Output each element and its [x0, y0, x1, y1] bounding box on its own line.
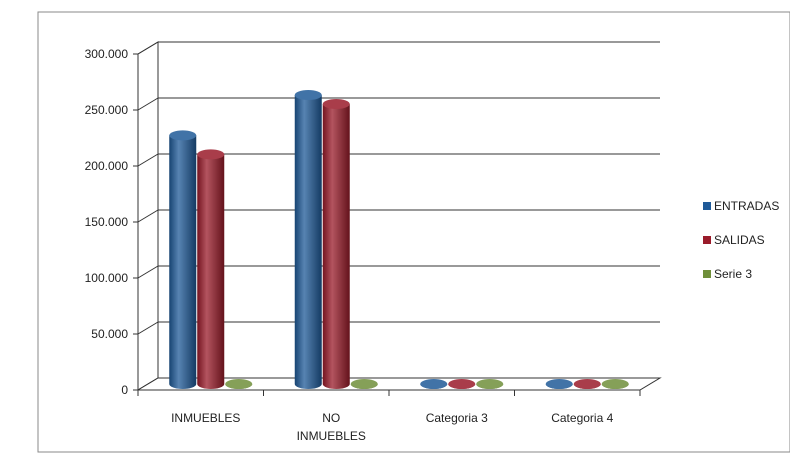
bar-top — [169, 130, 197, 141]
y-tick-label: 300.000 — [85, 47, 129, 61]
gridline-side — [137, 265, 159, 279]
bar-serie-3 — [476, 379, 504, 389]
bar-entradas — [545, 379, 573, 389]
x-tick-label: Categoria 3 — [426, 411, 488, 425]
y-tick-label: 200.000 — [85, 159, 129, 173]
y-tick-label: 150.000 — [85, 215, 129, 229]
bar-top — [322, 99, 350, 109]
bar-top — [294, 90, 322, 101]
y-axis: 0 50.000 100.000 150.000 200.000 250.000 300.0… — [85, 47, 139, 397]
bars — [169, 90, 629, 389]
legend-swatch — [703, 236, 711, 244]
bar-serie-3 — [601, 379, 629, 389]
bar-serie-3 — [225, 379, 253, 389]
legend-item: ENTRADAS — [703, 199, 779, 213]
bar-top — [601, 379, 629, 389]
bar-top — [573, 379, 601, 389]
bar-body — [169, 135, 197, 389]
legend-label: Serie 3 — [714, 267, 752, 281]
legend-item: Serie 3 — [703, 267, 752, 281]
x-axis: INMUEBLES NO INMUEBLES Categoria 3 Categoria… — [137, 389, 641, 443]
y-tick-label: 250.000 — [85, 103, 129, 117]
legend-swatch — [703, 202, 711, 210]
bar-top — [545, 379, 573, 389]
legend-label: ENTRADAS — [714, 199, 779, 213]
bar-top — [476, 379, 504, 389]
bar-body — [197, 154, 225, 389]
bar-serie-3 — [350, 379, 378, 389]
bar-top — [197, 149, 225, 160]
gridline-side — [137, 41, 159, 55]
gridline-side — [137, 97, 159, 111]
x-tick-label: NO INMUEBLES — [297, 411, 366, 443]
bar-salidas — [197, 149, 225, 389]
gridline-side — [137, 321, 159, 335]
bar-body — [322, 104, 350, 389]
bar-entradas — [420, 379, 448, 389]
bar-body — [294, 95, 322, 389]
bar-salidas — [322, 99, 350, 389]
legend: ENTRADAS SALIDAS Serie 3 — [703, 199, 779, 281]
x-tick-label: Categoria 4 — [551, 411, 613, 425]
bar-entradas — [294, 90, 322, 389]
bar-salidas — [573, 379, 601, 389]
y-tick-label: 0 — [121, 383, 128, 397]
legend-label: SALIDAS — [714, 233, 765, 247]
y-tick-label: 100.000 — [85, 271, 129, 285]
bar-entradas — [169, 130, 197, 389]
bar-top — [420, 379, 448, 389]
legend-item: SALIDAS — [703, 233, 765, 247]
bar-top — [350, 379, 378, 389]
gridline-side — [137, 209, 159, 223]
x-tick-label: INMUEBLES — [171, 411, 240, 425]
y-tick-label: 50.000 — [91, 327, 128, 341]
gridline-side — [137, 153, 159, 167]
legend-swatch — [703, 270, 711, 278]
bar-top — [225, 379, 253, 389]
bar-top — [448, 379, 476, 389]
bar-salidas — [448, 379, 476, 389]
